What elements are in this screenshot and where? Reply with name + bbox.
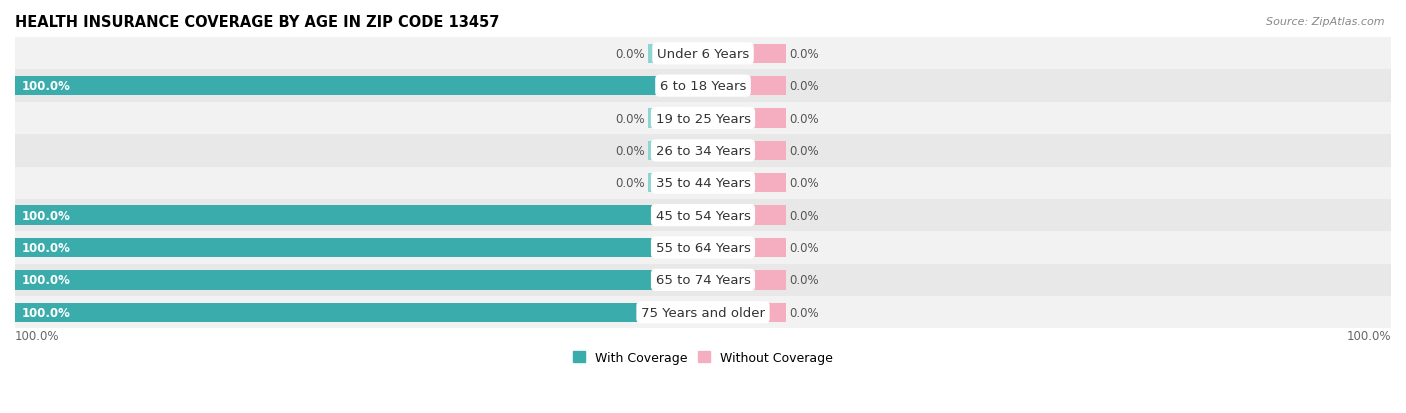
- Bar: [15, 296, 1391, 329]
- Text: 0.0%: 0.0%: [789, 306, 818, 319]
- Text: 0.0%: 0.0%: [614, 112, 644, 125]
- Text: 0.0%: 0.0%: [789, 80, 818, 93]
- Bar: [703, 173, 786, 193]
- Text: 0.0%: 0.0%: [789, 209, 818, 222]
- Bar: [648, 141, 703, 161]
- Text: 0.0%: 0.0%: [614, 177, 644, 190]
- Bar: [703, 238, 786, 258]
- Text: 0.0%: 0.0%: [614, 145, 644, 157]
- Bar: [703, 109, 786, 128]
- Bar: [15, 135, 1391, 167]
- Text: 100.0%: 100.0%: [22, 274, 70, 287]
- Text: 100.0%: 100.0%: [15, 329, 59, 342]
- Text: 100.0%: 100.0%: [1347, 329, 1391, 342]
- Text: 26 to 34 Years: 26 to 34 Years: [655, 145, 751, 157]
- Bar: [15, 264, 1391, 296]
- Bar: [703, 45, 786, 64]
- Bar: [15, 102, 1391, 135]
- Bar: [703, 77, 786, 96]
- Text: 0.0%: 0.0%: [789, 274, 818, 287]
- Text: 6 to 18 Years: 6 to 18 Years: [659, 80, 747, 93]
- Text: 100.0%: 100.0%: [22, 242, 70, 254]
- Bar: [703, 271, 786, 290]
- Bar: [15, 303, 703, 322]
- Bar: [703, 303, 786, 322]
- Text: Under 6 Years: Under 6 Years: [657, 47, 749, 61]
- Text: 100.0%: 100.0%: [22, 209, 70, 222]
- Text: Source: ZipAtlas.com: Source: ZipAtlas.com: [1267, 17, 1385, 26]
- Text: HEALTH INSURANCE COVERAGE BY AGE IN ZIP CODE 13457: HEALTH INSURANCE COVERAGE BY AGE IN ZIP …: [15, 15, 499, 30]
- Bar: [703, 141, 786, 161]
- Text: 0.0%: 0.0%: [789, 242, 818, 254]
- Text: 100.0%: 100.0%: [22, 80, 70, 93]
- Text: 35 to 44 Years: 35 to 44 Years: [655, 177, 751, 190]
- Text: 100.0%: 100.0%: [22, 306, 70, 319]
- Text: 0.0%: 0.0%: [789, 112, 818, 125]
- Bar: [15, 167, 1391, 199]
- Text: 75 Years and older: 75 Years and older: [641, 306, 765, 319]
- Bar: [15, 199, 1391, 232]
- Text: 0.0%: 0.0%: [789, 145, 818, 157]
- Bar: [15, 232, 1391, 264]
- Text: 65 to 74 Years: 65 to 74 Years: [655, 274, 751, 287]
- Text: 0.0%: 0.0%: [789, 177, 818, 190]
- Bar: [15, 38, 1391, 70]
- Text: 19 to 25 Years: 19 to 25 Years: [655, 112, 751, 125]
- Bar: [15, 70, 1391, 102]
- Bar: [15, 77, 703, 96]
- Text: 0.0%: 0.0%: [789, 47, 818, 61]
- Text: 55 to 64 Years: 55 to 64 Years: [655, 242, 751, 254]
- Bar: [648, 173, 703, 193]
- Bar: [648, 45, 703, 64]
- Bar: [648, 109, 703, 128]
- Bar: [15, 206, 703, 225]
- Bar: [703, 206, 786, 225]
- Bar: [15, 238, 703, 258]
- Legend: With Coverage, Without Coverage: With Coverage, Without Coverage: [568, 346, 838, 369]
- Text: 45 to 54 Years: 45 to 54 Years: [655, 209, 751, 222]
- Bar: [15, 271, 703, 290]
- Text: 0.0%: 0.0%: [614, 47, 644, 61]
